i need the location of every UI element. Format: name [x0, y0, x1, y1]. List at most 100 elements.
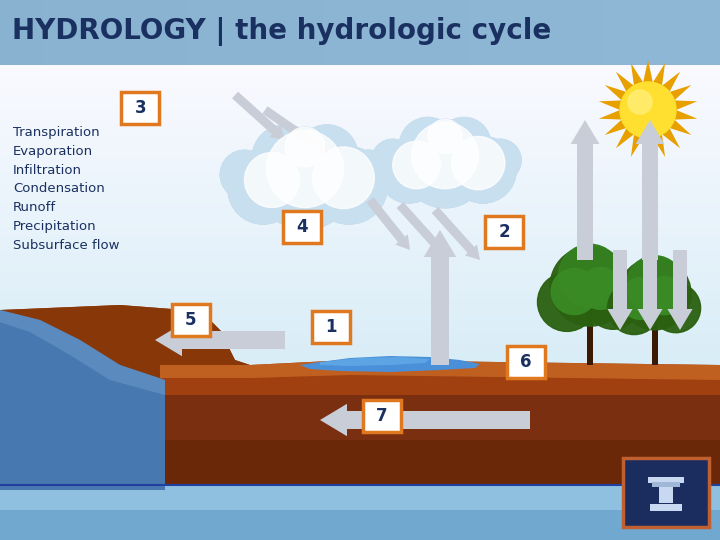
Text: Subsurface flow: Subsurface flow: [13, 239, 120, 252]
Circle shape: [379, 142, 439, 203]
Circle shape: [450, 137, 516, 203]
Circle shape: [220, 150, 269, 199]
Polygon shape: [160, 360, 720, 380]
Polygon shape: [320, 357, 430, 366]
Circle shape: [480, 139, 521, 181]
Text: 1: 1: [325, 318, 337, 336]
Circle shape: [646, 276, 683, 315]
Bar: [0, 510, 720, 540]
Circle shape: [312, 147, 374, 208]
Circle shape: [426, 119, 464, 157]
Circle shape: [283, 127, 327, 171]
Circle shape: [620, 82, 676, 138]
Polygon shape: [366, 197, 410, 250]
Circle shape: [372, 139, 414, 181]
Circle shape: [619, 258, 691, 330]
Circle shape: [626, 256, 683, 313]
Polygon shape: [571, 120, 599, 260]
Text: Condensation: Condensation: [13, 183, 104, 195]
Circle shape: [283, 127, 327, 171]
Circle shape: [379, 142, 439, 203]
Circle shape: [450, 137, 516, 203]
Polygon shape: [636, 120, 665, 260]
Text: Runoff: Runoff: [13, 201, 56, 214]
Polygon shape: [0, 305, 250, 380]
Circle shape: [256, 131, 354, 230]
Circle shape: [345, 150, 393, 199]
Text: Precipitation: Precipitation: [13, 220, 96, 233]
Circle shape: [266, 131, 343, 207]
Circle shape: [586, 275, 640, 329]
Circle shape: [438, 118, 490, 171]
Circle shape: [252, 125, 318, 191]
Circle shape: [559, 244, 621, 307]
Text: 3: 3: [135, 99, 146, 117]
Polygon shape: [667, 250, 693, 330]
Circle shape: [402, 122, 487, 208]
Polygon shape: [637, 250, 662, 330]
Polygon shape: [0, 65, 250, 380]
Circle shape: [228, 153, 298, 224]
Text: Infiltration: Infiltration: [13, 164, 82, 177]
Circle shape: [310, 147, 387, 224]
Circle shape: [628, 90, 652, 114]
Circle shape: [426, 119, 464, 157]
Text: Transpiration: Transpiration: [13, 126, 99, 139]
Text: HYDROLOGY | the hydrologic cycle: HYDROLOGY | the hydrologic cycle: [12, 17, 552, 46]
FancyBboxPatch shape: [623, 458, 709, 527]
FancyBboxPatch shape: [507, 346, 544, 378]
Circle shape: [285, 127, 325, 167]
Bar: [587, 307, 593, 365]
Circle shape: [551, 268, 598, 315]
Circle shape: [245, 152, 300, 207]
Polygon shape: [0, 310, 165, 490]
Circle shape: [580, 267, 621, 309]
Circle shape: [296, 125, 358, 187]
Circle shape: [428, 119, 462, 153]
Bar: [650, 503, 682, 510]
Bar: [652, 482, 680, 487]
Circle shape: [550, 246, 630, 326]
Polygon shape: [0, 310, 165, 395]
Bar: [648, 476, 684, 483]
Circle shape: [538, 273, 596, 332]
Bar: [652, 313, 658, 365]
Circle shape: [400, 118, 456, 174]
Text: 5: 5: [185, 310, 197, 329]
Polygon shape: [232, 92, 285, 140]
Circle shape: [256, 131, 354, 230]
Text: 4: 4: [297, 218, 308, 236]
Text: 6: 6: [520, 353, 531, 371]
Polygon shape: [0, 395, 720, 440]
Polygon shape: [300, 356, 480, 372]
Circle shape: [220, 150, 269, 199]
Circle shape: [372, 139, 414, 181]
FancyBboxPatch shape: [312, 310, 350, 343]
FancyBboxPatch shape: [284, 211, 321, 243]
Polygon shape: [599, 60, 697, 160]
Polygon shape: [262, 106, 330, 155]
Polygon shape: [432, 207, 480, 260]
Polygon shape: [608, 250, 633, 330]
Circle shape: [451, 137, 505, 190]
Circle shape: [412, 122, 478, 189]
Polygon shape: [155, 324, 285, 356]
Circle shape: [296, 125, 358, 187]
Circle shape: [392, 141, 440, 189]
Circle shape: [608, 281, 661, 335]
FancyBboxPatch shape: [485, 216, 523, 248]
Polygon shape: [424, 230, 456, 365]
FancyBboxPatch shape: [172, 303, 210, 336]
Text: 7: 7: [376, 407, 387, 425]
FancyBboxPatch shape: [363, 400, 400, 432]
FancyBboxPatch shape: [122, 92, 159, 124]
Bar: [0, 485, 720, 540]
Circle shape: [400, 118, 456, 174]
Polygon shape: [0, 440, 720, 540]
Circle shape: [480, 139, 521, 181]
Text: Evaporation: Evaporation: [13, 145, 93, 158]
Circle shape: [438, 118, 490, 171]
Circle shape: [252, 125, 318, 191]
Circle shape: [651, 284, 701, 333]
Bar: [659, 481, 673, 503]
